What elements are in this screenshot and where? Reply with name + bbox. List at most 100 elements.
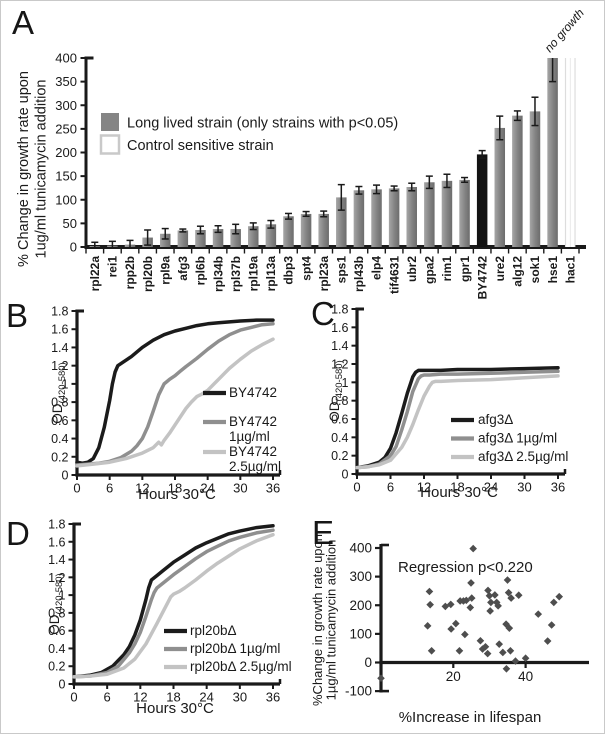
category-label-ure2: ure2 [493, 256, 507, 282]
panel-a-letter: A [12, 4, 35, 41]
y-tick-label: 0.6 [48, 624, 65, 638]
legend-swatch-control [99, 134, 121, 155]
regression-annotation: Regression p<0.220 [398, 559, 533, 576]
panel-a-y-axis: 0 50 100 150 200 250 300 350 400 [55, 51, 86, 255]
y-tick-label: 0 [62, 469, 69, 483]
series-line-rpl20bΔ 2.5µg/ml [72, 532, 275, 679]
scatter-point [486, 607, 494, 615]
category-label-gpa2: gpa2 [423, 256, 437, 284]
x-tick-label: 24 [199, 690, 213, 705]
legend-label: 1µg/ml [229, 429, 270, 444]
series-line-BY4742 [75, 318, 275, 465]
panel-c-chart: 0 0.2 0.4 0.6 0.8 1 1.2 1.4 1.6 1.8 0 6 12 18 24 30 36 af… [327, 303, 568, 502]
bar-rpl37b [230, 229, 241, 247]
y-tick-label: 200 [349, 598, 372, 613]
x-tick-label: 36 [551, 480, 565, 495]
x-tick-label: 18 [166, 690, 180, 705]
scatter-point [446, 600, 455, 609]
bar-rpl23a [318, 213, 329, 247]
panel-e-points [377, 544, 564, 683]
y-tick-label: 1.4 [51, 341, 68, 355]
bar-sps1 [336, 197, 347, 247]
panel-a-error-bars [91, 58, 557, 247]
category-label-rei1: rei1 [106, 256, 120, 278]
scatter-point [481, 642, 490, 651]
bar-BY4742 [476, 154, 488, 247]
bar-rpl43b [353, 190, 365, 247]
category-label-afg3: afg3 [176, 256, 190, 281]
bar-dbp3 [283, 216, 294, 247]
scatter-point [503, 576, 512, 584]
category-label-dbp3: dbp3 [282, 256, 296, 285]
scatter-point [484, 586, 492, 595]
bar-elp4 [371, 189, 382, 247]
y-axis-title-line1: %Change in growth rate upon [310, 534, 325, 706]
scatter-point [469, 544, 477, 553]
y-tick-label: 1.2 [331, 358, 348, 372]
y-tick-label: 1 [62, 377, 69, 391]
category-label-ubr2: ubr2 [405, 256, 419, 282]
category-label-rpl13a: rpl13a [264, 256, 278, 292]
category-label-rpl37b: rpl37b [229, 256, 243, 292]
scatter-point [476, 636, 485, 645]
x-axis-title: Hours 30°C [138, 486, 216, 503]
y-tick-label: 0.6 [331, 413, 348, 427]
series-line-afg3Δ 1µg/ml [355, 369, 560, 470]
category-label-sok1: sok1 [528, 256, 542, 284]
category-label-elp4: elp4 [370, 256, 384, 280]
category-label-rim1: rim1 [440, 256, 454, 282]
svg-text:1ug/ml tunicamycin addition: 1ug/ml tunicamycin addition [34, 80, 50, 259]
scatter-point [543, 637, 552, 645]
x-tick-label: 18 [168, 481, 182, 496]
y-axis-title-line2: 1µg/ml tunicamycin addition [324, 540, 339, 701]
y-tick-label: 200 [55, 145, 77, 160]
bar-tif4631 [388, 188, 400, 247]
y-tick-label: 0.4 [331, 431, 348, 445]
series-line-BY4742 1µg/ml [75, 322, 275, 467]
scatter-point [441, 602, 450, 611]
x-axis-title: Hours 30°C [136, 700, 214, 717]
panel-a-legend: Long lived strain (only strains with p<0… [99, 113, 398, 155]
y-tick-label: 1.8 [48, 518, 65, 532]
category-label-hse1: hse1 [546, 256, 560, 284]
scatter-point [555, 592, 564, 601]
y-tick-label: 400 [55, 51, 77, 66]
category-label-hac1: hac1 [563, 256, 577, 284]
bar-gpa2 [424, 182, 435, 247]
svg-text:% Change in growth rate upon: % Change in growth rate upon [16, 71, 32, 267]
series-line-rpl20bΔ [72, 524, 275, 679]
scatter-point [377, 674, 385, 683]
y-tick-label: 0 [342, 468, 349, 482]
scatter-point [452, 619, 460, 628]
y-tick-label: 150 [55, 169, 77, 184]
y-tick-label: 300 [55, 98, 77, 113]
scatter-point [534, 610, 543, 618]
y-tick-label: 100 [55, 192, 77, 207]
panel-d-chart: 0 0.2 0.4 0.6 0.8 1 1.2 1.4 1.6 1.8 0 6 12 18 24 30 36 rp… [47, 518, 292, 718]
category-label-rpl23a: rpl23a [317, 256, 331, 292]
category-label-tif4631: tif4631 [387, 256, 401, 294]
scatter-point [506, 646, 515, 655]
category-label-BY4742: BY4742 [475, 256, 489, 300]
legend-label: rpl20bΔ 1µg/ml [190, 641, 280, 656]
y-tick-label: 300 [349, 569, 372, 584]
legend-label: BY4742 [229, 414, 277, 429]
legend-label: 2.5µg/ml [229, 459, 281, 474]
y-tick-label: 0.4 [51, 432, 68, 446]
panel-a-bars [89, 58, 576, 248]
legend-label: BY4742 [229, 385, 277, 400]
scatter-point [505, 624, 514, 632]
panel-b-letter: B [6, 297, 29, 334]
y-tick-label: 250 [55, 121, 77, 136]
y-tick-label: 100 [349, 626, 372, 641]
series-line-BY4742 2.5µg/ml [75, 337, 275, 468]
x-tick-label: 24 [200, 481, 214, 496]
panel-b-chart: 0 0.2 0.4 0.6 0.8 1 1.2 1.4 1.6 1.8 0 6 12 18 24 30 36 BY… [50, 305, 282, 503]
x-tick-label: 40 [518, 669, 533, 684]
y-tick-label: 0.8 [51, 396, 68, 410]
scatter-point [426, 600, 434, 609]
x-tick-label: 36 [266, 690, 280, 705]
y-tick-label: 50 [63, 216, 77, 231]
panel-a-y-title: % Change in growth rate upon 1ug/ml tunic… [16, 71, 50, 267]
